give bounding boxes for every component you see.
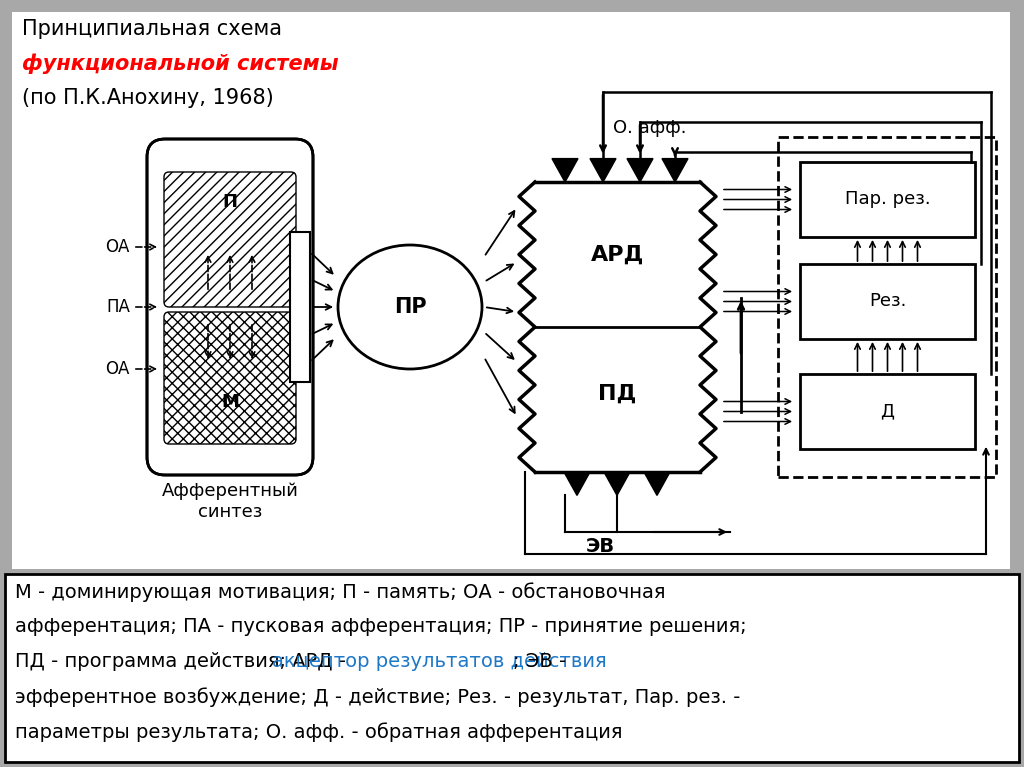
Polygon shape <box>604 472 630 495</box>
Text: акцептор результатов действия: акцептор результатов действия <box>272 652 607 671</box>
Text: О. афф.: О. афф. <box>613 119 687 137</box>
Text: АРД: АРД <box>591 245 644 265</box>
Text: ОА: ОА <box>105 360 130 378</box>
Bar <box>290 232 310 382</box>
Polygon shape <box>552 159 578 182</box>
Text: параметры результата; О. афф. - обратная афферентация: параметры результата; О. афф. - обратная… <box>15 722 623 742</box>
Text: Д: Д <box>881 403 895 420</box>
Bar <box>535 182 700 472</box>
Text: Афферентный: Афферентный <box>162 482 298 500</box>
Polygon shape <box>662 159 688 182</box>
Ellipse shape <box>338 245 482 369</box>
Text: ПД - программа действия; АРД -: ПД - программа действия; АРД - <box>15 652 352 671</box>
Text: Принципиальная схема: Принципиальная схема <box>22 19 282 39</box>
Text: ПА: ПА <box>106 298 130 316</box>
Bar <box>800 264 975 339</box>
Text: афферентация; ПА - пусковая афферентация; ПР - принятие решения;: афферентация; ПА - пусковая афферентация… <box>15 617 746 636</box>
Text: ПР: ПР <box>393 297 426 317</box>
Text: М - доминирующая мотивация; П - память; ОА - обстановочная: М - доминирующая мотивация; П - память; … <box>15 582 666 601</box>
Text: функциональной системы: функциональной системы <box>22 53 339 74</box>
Text: ЭВ: ЭВ <box>586 537 614 556</box>
Bar <box>5 574 1019 762</box>
Bar <box>800 374 975 449</box>
Polygon shape <box>627 159 653 182</box>
Text: эфферентное возбуждение; Д - действие; Рез. - результат, Пар. рез. -: эфферентное возбуждение; Д - действие; Р… <box>15 687 740 706</box>
Text: ; ЭВ -: ; ЭВ - <box>513 652 566 671</box>
Text: ОА: ОА <box>105 238 130 256</box>
Text: П: П <box>222 193 238 211</box>
Text: ПД: ПД <box>598 384 637 403</box>
Bar <box>778 137 996 477</box>
FancyBboxPatch shape <box>164 312 296 444</box>
Polygon shape <box>590 159 616 182</box>
Text: синтез: синтез <box>198 503 262 521</box>
Text: Рез.: Рез. <box>868 292 906 311</box>
Polygon shape <box>564 472 590 495</box>
Text: (по П.К.Анохину, 1968): (по П.К.Анохину, 1968) <box>22 88 273 108</box>
Bar <box>800 162 975 237</box>
Bar <box>12 12 1010 569</box>
Text: Пар. рез.: Пар. рез. <box>845 190 931 209</box>
Polygon shape <box>644 472 670 495</box>
Bar <box>12 12 352 202</box>
FancyBboxPatch shape <box>147 139 313 475</box>
FancyBboxPatch shape <box>164 172 296 307</box>
Text: М: М <box>221 393 239 411</box>
